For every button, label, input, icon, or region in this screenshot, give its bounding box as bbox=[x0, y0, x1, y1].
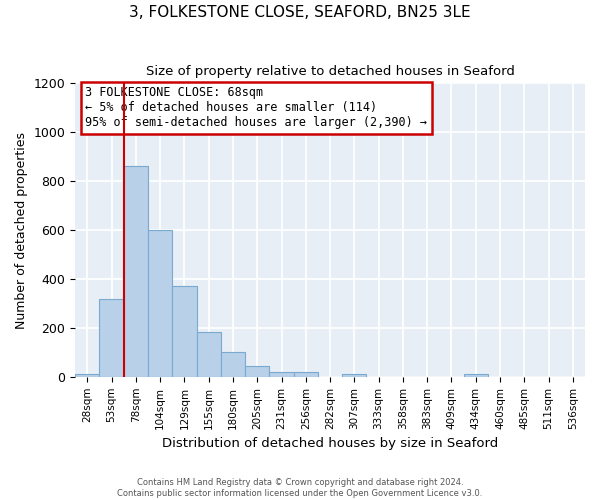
Bar bbox=[100, 298, 124, 377]
Bar bbox=[464, 374, 488, 377]
Text: Contains HM Land Registry data © Crown copyright and database right 2024.
Contai: Contains HM Land Registry data © Crown c… bbox=[118, 478, 482, 498]
Bar bbox=[172, 286, 197, 377]
Bar bbox=[269, 372, 293, 377]
Text: 3 FOLKESTONE CLOSE: 68sqm
← 5% of detached houses are smaller (114)
95% of semi-: 3 FOLKESTONE CLOSE: 68sqm ← 5% of detach… bbox=[85, 86, 427, 130]
X-axis label: Distribution of detached houses by size in Seaford: Distribution of detached houses by size … bbox=[162, 437, 498, 450]
Bar bbox=[124, 166, 148, 377]
Bar bbox=[221, 352, 245, 377]
Bar bbox=[342, 374, 367, 377]
Text: 3, FOLKESTONE CLOSE, SEAFORD, BN25 3LE: 3, FOLKESTONE CLOSE, SEAFORD, BN25 3LE bbox=[129, 5, 471, 20]
Title: Size of property relative to detached houses in Seaford: Size of property relative to detached ho… bbox=[146, 65, 515, 78]
Y-axis label: Number of detached properties: Number of detached properties bbox=[15, 132, 28, 328]
Bar bbox=[75, 374, 100, 377]
Bar bbox=[197, 332, 221, 377]
Bar bbox=[148, 230, 172, 377]
Bar bbox=[293, 372, 318, 377]
Bar bbox=[245, 366, 269, 377]
